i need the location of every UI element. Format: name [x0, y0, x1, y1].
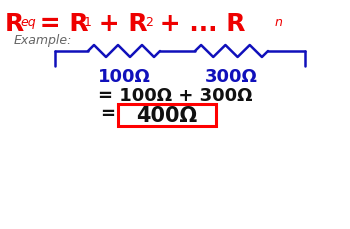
Text: 100Ω: 100Ω [98, 68, 150, 86]
Text: 400Ω: 400Ω [136, 106, 198, 125]
Text: + ... R: + ... R [151, 12, 245, 36]
Text: eq: eq [20, 16, 36, 29]
Text: 300Ω: 300Ω [205, 68, 258, 86]
Text: = 100Ω + 300Ω: = 100Ω + 300Ω [98, 87, 252, 105]
Text: + R: + R [90, 12, 148, 36]
Text: 1: 1 [84, 16, 92, 29]
Text: = R: = R [31, 12, 89, 36]
Text: R: R [5, 12, 24, 36]
Text: n: n [275, 16, 283, 29]
Text: =: = [100, 105, 115, 123]
Text: 2: 2 [145, 16, 153, 29]
Bar [118, 105, 216, 126]
Text: Example:: Example: [14, 34, 72, 47]
